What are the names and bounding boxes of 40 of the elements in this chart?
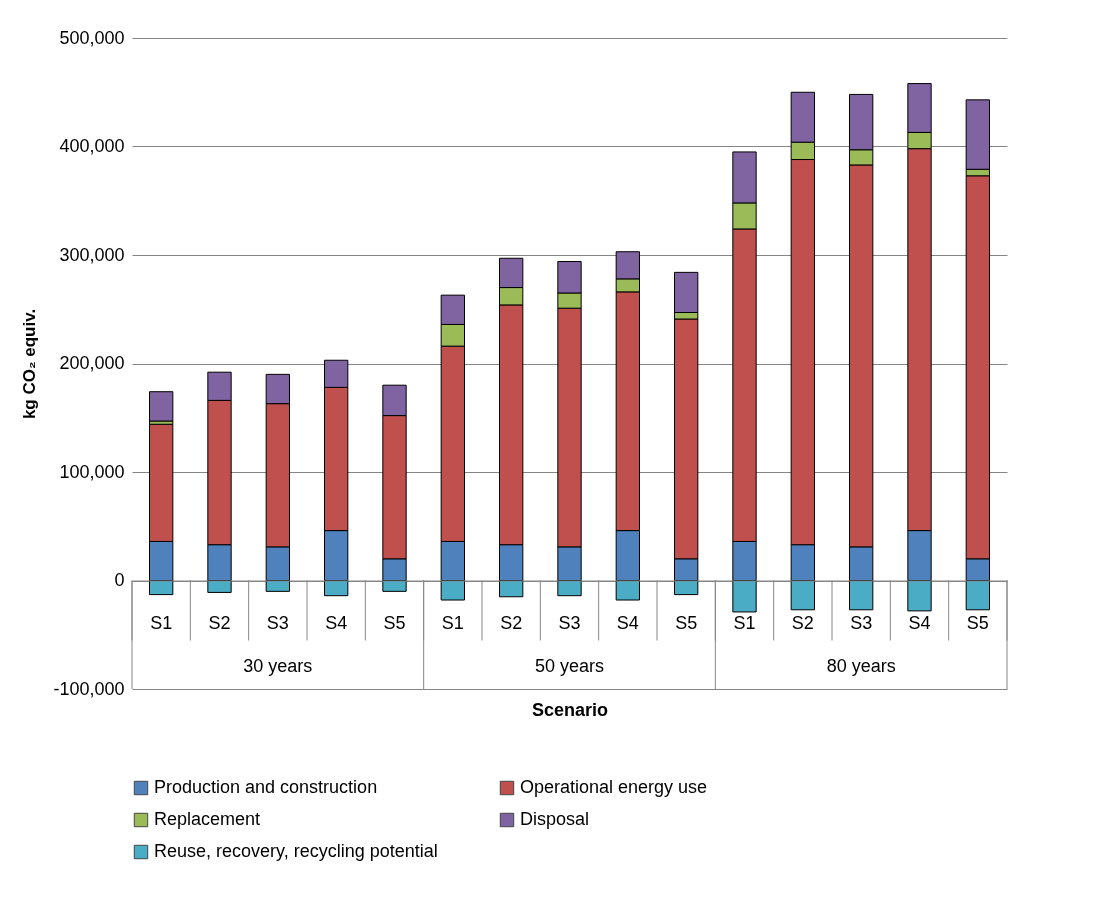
legend-label: Reuse, recovery, recycling potential — [154, 841, 438, 861]
x-tick-label: S1 — [150, 613, 173, 633]
x-tick-label: S1 — [733, 613, 756, 633]
bar — [149, 391, 174, 422]
bar — [732, 580, 757, 613]
bar — [615, 580, 640, 601]
y-axis-title: kg CO₂ equiv. — [20, 308, 40, 420]
x-tick-label: S4 — [325, 613, 348, 633]
x-tick-label: S3 — [850, 613, 873, 633]
x-tick-label: S4 — [616, 613, 639, 633]
bar — [965, 580, 990, 611]
bar — [849, 580, 874, 611]
y-tick-label: 500,000 — [59, 27, 125, 48]
x-tick-label: S5 — [383, 613, 406, 633]
x-tick-label: S1 — [441, 613, 464, 633]
legend-label: Operational energy use — [520, 777, 708, 797]
x-tick-label: S5 — [675, 613, 698, 633]
legend-label: Production and construction — [154, 777, 378, 797]
y-tick-label: 300,000 — [59, 244, 125, 265]
legend-label: Replacement — [154, 809, 261, 829]
x-tick-label: S2 — [208, 613, 231, 633]
y-tick-label: 200,000 — [59, 353, 125, 373]
x-axis-title: Scenario — [531, 699, 609, 720]
legend-label: Disposal — [520, 809, 590, 829]
x-tick-label: S3 — [558, 613, 581, 633]
x-tick-label: S4 — [908, 613, 931, 633]
x-tick-label: S2 — [791, 613, 814, 633]
annotation: 50 years — [534, 655, 605, 676]
y-tick-label: 100,000 — [59, 461, 125, 482]
annotation: 30 years — [243, 655, 313, 676]
y-tick-label: -100,000 — [53, 678, 125, 699]
annotation: 80 years — [826, 655, 896, 676]
bar — [790, 580, 815, 611]
y-tick-label: 400,000 — [59, 136, 125, 156]
x-tick-label: S3 — [266, 613, 289, 633]
bar — [907, 580, 932, 612]
y-tick-label: 0 — [114, 570, 125, 590]
x-tick-label: S5 — [966, 613, 989, 633]
bar — [440, 580, 465, 601]
x-tick-label: S2 — [500, 613, 523, 633]
